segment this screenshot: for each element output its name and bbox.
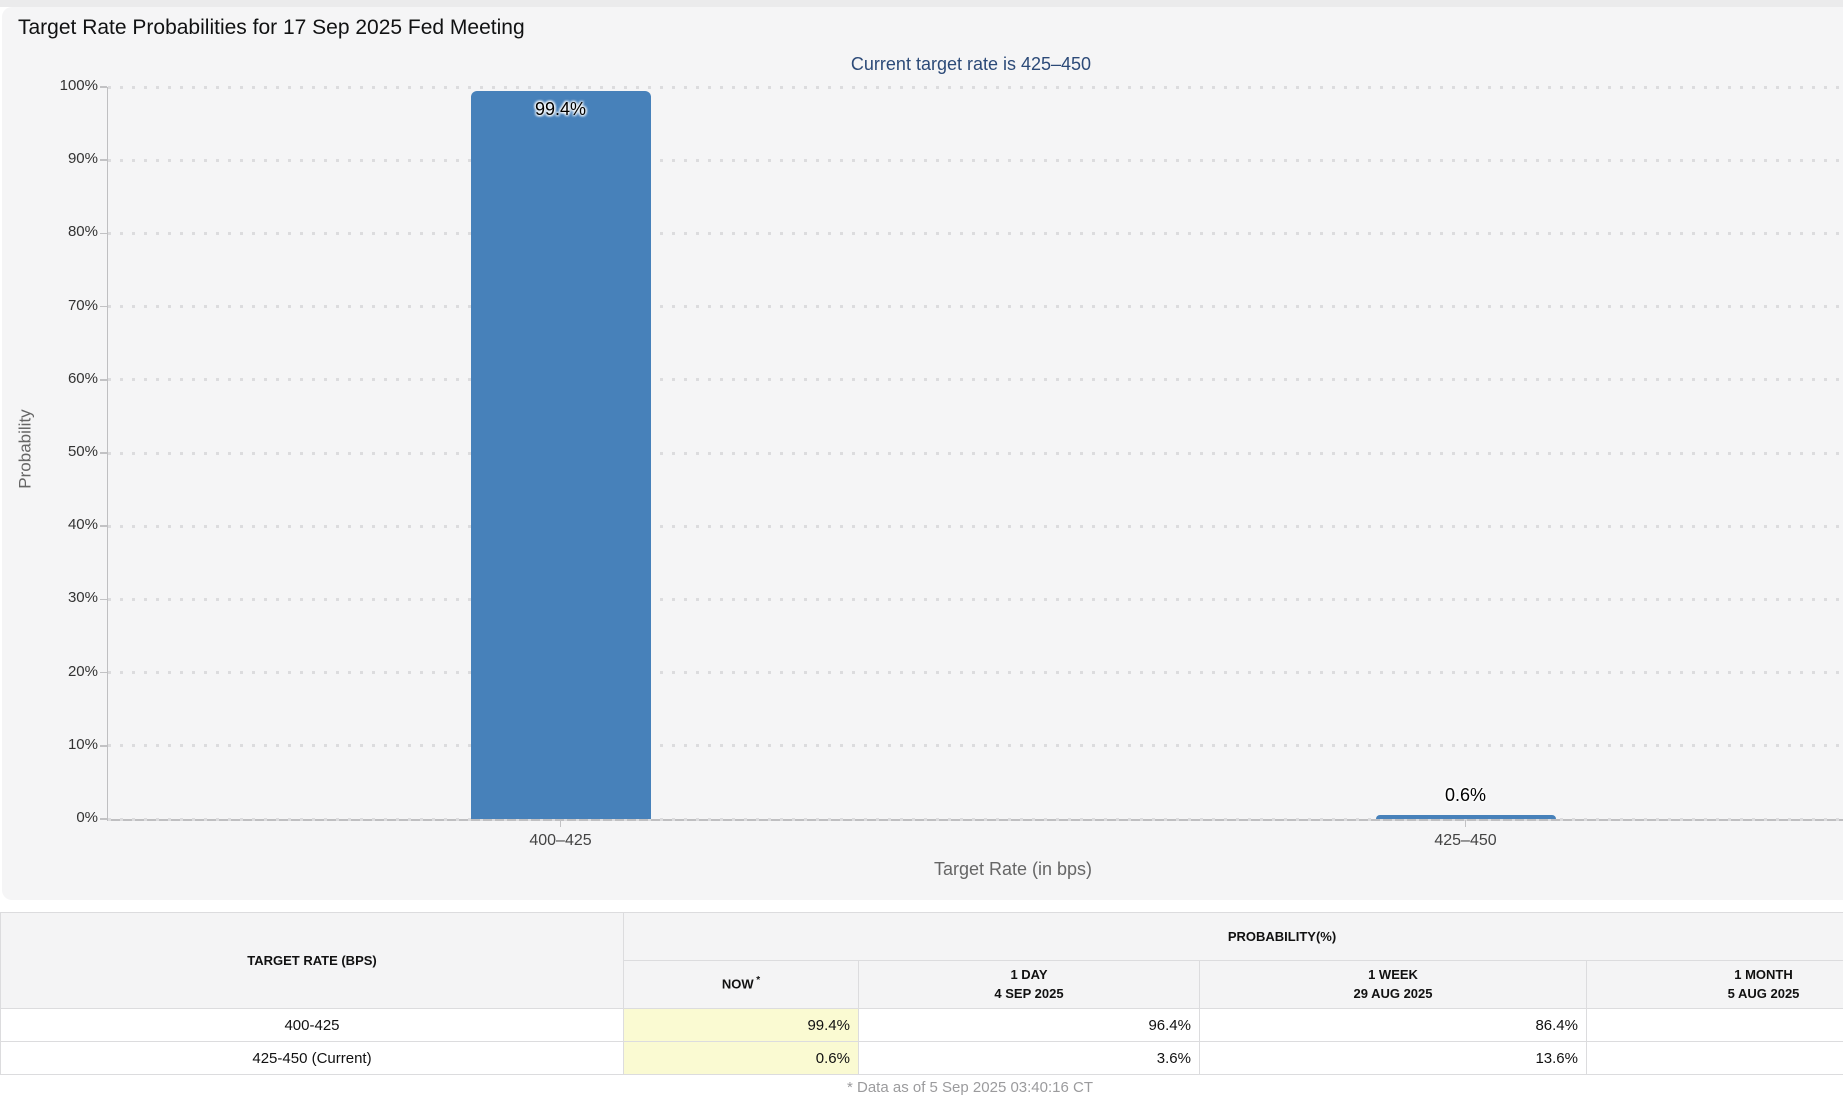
y-tick-label: 10% [67,735,98,753]
y-axis-tick [100,818,107,820]
probability-table: TARGET RATE (BPS) PROBABILITY(%) NOW * 1… [0,912,1843,1075]
col-header-now: NOW * [623,960,859,1009]
col-header-1month-date: 5 AUG 2025 [1727,985,1800,1001]
1week-probability-cell: 13.6% [1199,1041,1587,1075]
1month-probability-cell [1585,1041,1843,1075]
y-axis-tick [100,232,107,235]
bar-value-label: 99.4% [534,99,587,120]
window-top-edge [0,0,1843,7]
y-tick-label: 50% [67,443,98,460]
page-title: Target Rate Probabilities for 17 Sep 202… [18,16,525,39]
probability-table-wrap: TARGET RATE (BPS) PROBABILITY(%) NOW * 1… [0,912,1843,1075]
col-header-probability-group: PROBABILITY(%) [622,912,1843,961]
table-row: 425-450 (Current) 0.6% 3.6% 13.6% [0,1041,1843,1075]
now-probability-cell: 99.4% [623,1008,859,1042]
col-header-1week-label: 1 WEEK [1368,966,1418,982]
y-axis-tick [100,598,107,601]
y-tick-label: 30% [67,589,98,607]
plot-area: Target Rate (in bps) Probability 0% 10% 20… [16,77,1843,879]
1month-probability-cell [1585,1008,1843,1042]
chart-subtitle: Current target rate is 425–450 [850,54,1092,74]
rate-range-cell: 400-425 [0,1008,624,1042]
gridline [108,85,1843,89]
probability-bar [470,91,651,819]
data-asof-footnote: * Data as of 5 Sep 2025 03:40:16 CT [847,1079,1093,1096]
gridline [108,231,1843,235]
y-tick-label: 0% [76,809,98,826]
x-tick-label: 400–425 [529,832,592,849]
y-axis-tick [100,305,107,308]
x-tick-label: 425–450 [1434,832,1497,849]
fedwatch-chart-panel: Target Rate Probabilities for 17 Sep 202… [2,7,1843,900]
gridline [108,378,1843,382]
col-header-target-rate: TARGET RATE (BPS) [0,912,624,1009]
gridline [108,597,1843,601]
bar-value-label: 0.6% [1444,784,1487,805]
gridline [108,305,1843,309]
y-axis-tick [100,86,107,88]
y-axis-tick [100,452,107,454]
x-axis-title: Target Rate (in bps) [933,859,1093,879]
col-header-1month-label: 1 MONTH [1734,966,1793,982]
now-probability-cell: 0.6% [623,1041,859,1075]
y-axis-tick [100,671,107,674]
col-header-1week: 1 WEEK 29 AUG 2025 [1199,960,1587,1009]
y-tick-label: 20% [67,662,98,680]
y-axis-tick [100,745,107,747]
col-header-1month: 1 MONTH 5 AUG 2025 [1585,960,1843,1009]
y-tick-label: 90% [67,150,98,168]
col-header-1week-date: 29 AUG 2025 [1353,985,1433,1001]
1week-probability-cell: 86.4% [1199,1008,1587,1042]
gridline [108,451,1843,455]
gridline [108,524,1843,528]
y-axis-tick [100,525,107,527]
gridline [108,744,1843,748]
1day-probability-cell: 3.6% [858,1041,1200,1075]
col-header-now-label: NOW [721,976,754,992]
x-axis-tick [1464,820,1467,827]
table-row: 400-425 99.4% 96.4% 86.4% [0,1008,1843,1042]
y-tick-label: 100% [59,77,98,94]
gridline [108,817,1843,821]
x-axis-tick [559,820,562,827]
y-tick-label: 80% [67,223,98,241]
y-tick-label: 40% [67,516,98,534]
probability-bar [1375,814,1556,819]
col-header-1day: 1 DAY 4 SEP 2025 [858,960,1200,1009]
footnote-marker: * [756,975,761,987]
y-axis-line [106,87,108,820]
y-axis-tick [100,159,107,161]
gridline [108,158,1843,162]
col-header-1day-date: 4 SEP 2025 [994,985,1064,1001]
rate-range-cell: 425-450 (Current) [0,1041,624,1075]
y-tick-label: 70% [67,296,98,314]
gridline [108,671,1843,675]
col-header-1day-label: 1 DAY [1010,966,1048,982]
1day-probability-cell: 96.4% [858,1008,1200,1042]
y-axis-tick [100,379,107,381]
y-tick-label: 60% [67,369,98,387]
